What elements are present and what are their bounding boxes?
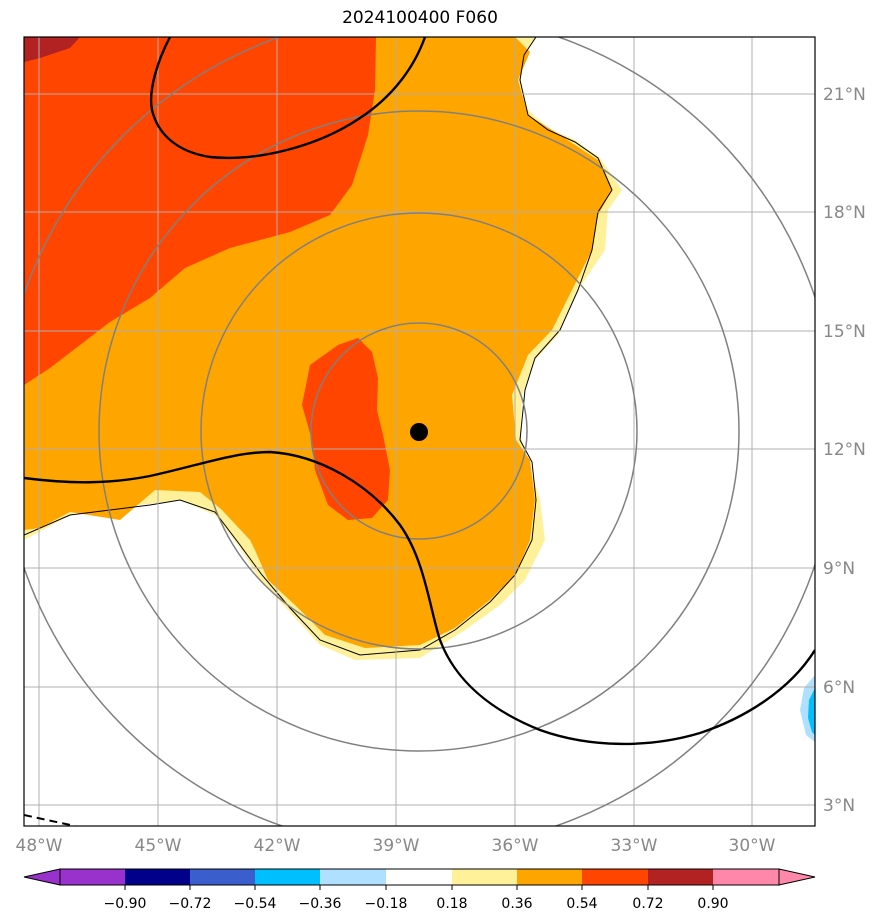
colorbar-segment	[320, 869, 386, 885]
colorbar-label: −0.18	[365, 896, 408, 912]
colorbar-label: −0.36	[299, 896, 342, 912]
colorbar-segment	[386, 869, 452, 885]
colorbar-label: −0.72	[169, 896, 212, 912]
colorbar-extend-low	[23, 868, 61, 886]
lat-tick-label: 12°N	[823, 440, 866, 460]
colorbar-segment	[60, 869, 125, 885]
lon-tick-label: 33°W	[611, 836, 658, 856]
colorbar-segment	[190, 869, 255, 885]
colorbar-segment	[582, 869, 648, 885]
colorbar-label: 0.54	[566, 896, 597, 912]
lon-tick-label: 45°W	[135, 836, 182, 856]
lat-tick-label: 15°N	[823, 322, 866, 342]
thick-contour-lines	[24, 37, 815, 746]
lat-tick-labels: 3°N 6°N 9°N 12°N 15°N 18°N 21°N	[823, 85, 866, 816]
colorbar-label: −0.90	[104, 896, 147, 912]
grid-lines	[24, 37, 815, 826]
contour-fill-0-54-core	[302, 338, 390, 520]
colorbar-segment	[255, 869, 320, 885]
contour-fill-neg-2	[808, 688, 815, 735]
lon-tick-label: 48°W	[16, 836, 63, 856]
colorbar-label: 0.72	[632, 896, 663, 912]
lon-tick-label: 30°W	[729, 836, 776, 856]
storm-center-marker	[410, 423, 428, 441]
colorbar-segment	[713, 869, 779, 885]
map-title: 2024100400 F060	[342, 8, 498, 28]
contour-fill-0-54	[24, 37, 376, 385]
lon-tick-label: 36°W	[492, 836, 539, 856]
contour-fill-0-72	[24, 37, 80, 62]
field-boundary-line	[24, 37, 613, 656]
colorbar-segment	[125, 869, 190, 885]
colorbar-label: 0.90	[697, 896, 728, 912]
lat-tick-label: 21°N	[823, 85, 866, 105]
colorbar-extend-high	[778, 868, 816, 886]
colorbar-segment	[517, 869, 582, 885]
map-frame	[23, 36, 816, 827]
lat-tick-label: 9°N	[823, 559, 855, 579]
colorbar-ticks	[124, 885, 714, 890]
lon-tick-labels: 48°W 45°W 42°W 39°W 36°W 33°W 30°W	[16, 836, 776, 856]
range-rings	[24, 37, 815, 826]
colorbar-segment	[648, 869, 713, 885]
lon-tick-label: 42°W	[254, 836, 301, 856]
colorbar-label: −0.54	[234, 896, 277, 912]
colorbar-label: 0.36	[501, 896, 532, 912]
colorbar-frame	[59, 868, 780, 886]
lat-tick-label: 3°N	[823, 796, 855, 816]
lat-tick-label: 6°N	[823, 678, 855, 698]
lat-tick-label: 18°N	[823, 203, 866, 223]
colorbar-segment	[452, 869, 517, 885]
colorbar: −0.90 −0.72 −0.54 −0.36 −0.18 0.18 0.36 …	[23, 868, 816, 912]
colorbar-label: 0.18	[436, 896, 467, 912]
dashed-contour-line	[24, 814, 76, 826]
lon-tick-label: 39°W	[373, 836, 420, 856]
